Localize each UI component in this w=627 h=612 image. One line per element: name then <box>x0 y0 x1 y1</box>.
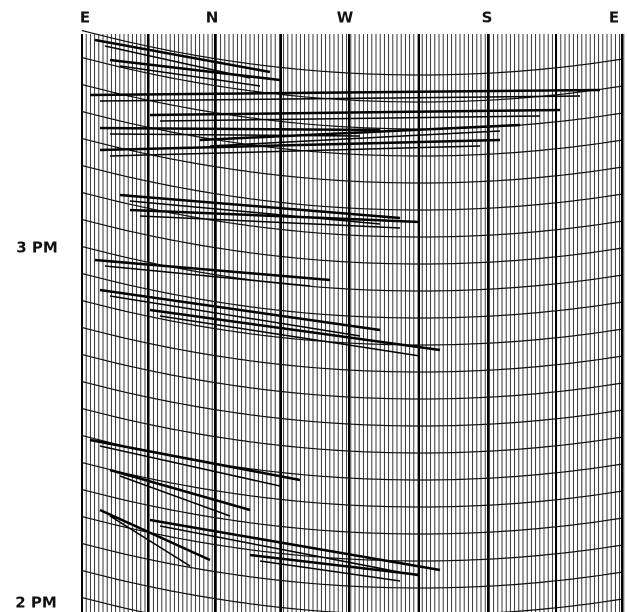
echo-streak <box>129 208 421 224</box>
echo-streak <box>94 38 271 74</box>
echo-streak <box>159 525 421 577</box>
echo-streak <box>109 145 481 157</box>
echo-streak <box>119 65 261 87</box>
time-curve <box>81 191 623 238</box>
time-curve <box>81 353 623 400</box>
echo-streak <box>249 553 421 577</box>
echo-streak <box>99 508 211 562</box>
echo-streak <box>159 315 421 357</box>
echo-streak <box>89 88 601 97</box>
echo-streak <box>129 200 381 225</box>
direction-label: S <box>482 9 493 27</box>
echo-streak <box>139 215 401 229</box>
time-curve <box>81 218 623 265</box>
time-curve <box>81 164 623 211</box>
echo-streak <box>159 115 541 122</box>
echo-streak <box>94 258 331 282</box>
time-label: 3 PM <box>16 239 58 257</box>
echo-streak <box>149 108 561 117</box>
time-curve <box>81 299 623 346</box>
echo-streak <box>119 475 231 517</box>
echo-streak <box>109 468 251 512</box>
time-curve <box>81 542 623 589</box>
direction-label: E <box>80 9 90 27</box>
echo-streak <box>99 95 581 102</box>
echo-streak <box>99 288 381 332</box>
echo-streak <box>149 518 441 572</box>
echo-streak <box>109 295 361 337</box>
direction-label: W <box>337 9 354 27</box>
echo-streak <box>209 130 501 147</box>
echo-streak <box>109 515 191 567</box>
time-curve <box>81 110 623 157</box>
time-curve <box>81 569 623 612</box>
echo-streak <box>99 138 501 152</box>
time-curve <box>81 29 623 76</box>
time-curve <box>81 461 623 508</box>
time-curve <box>81 272 623 319</box>
echo-streak <box>199 123 521 142</box>
time-curve <box>81 137 623 184</box>
time-curve <box>81 407 623 454</box>
echo-streak <box>89 438 301 482</box>
echo-streak <box>99 445 281 487</box>
direction-label: N <box>206 9 219 27</box>
echo-streak <box>109 58 281 82</box>
direction-label: E <box>609 9 619 27</box>
echo-streak <box>119 193 401 220</box>
record-grid <box>81 29 625 612</box>
echo-streak <box>99 126 381 132</box>
time-label: 2 PM <box>15 594 57 612</box>
time-curve <box>81 380 623 427</box>
time-curve <box>81 488 623 535</box>
echo-streak <box>149 308 441 352</box>
time-curve <box>81 83 623 130</box>
time-curve <box>81 326 623 373</box>
echo-streaks <box>89 38 601 582</box>
echo-streak <box>259 560 401 582</box>
time-curve <box>81 515 623 562</box>
echo-streak <box>104 265 311 287</box>
